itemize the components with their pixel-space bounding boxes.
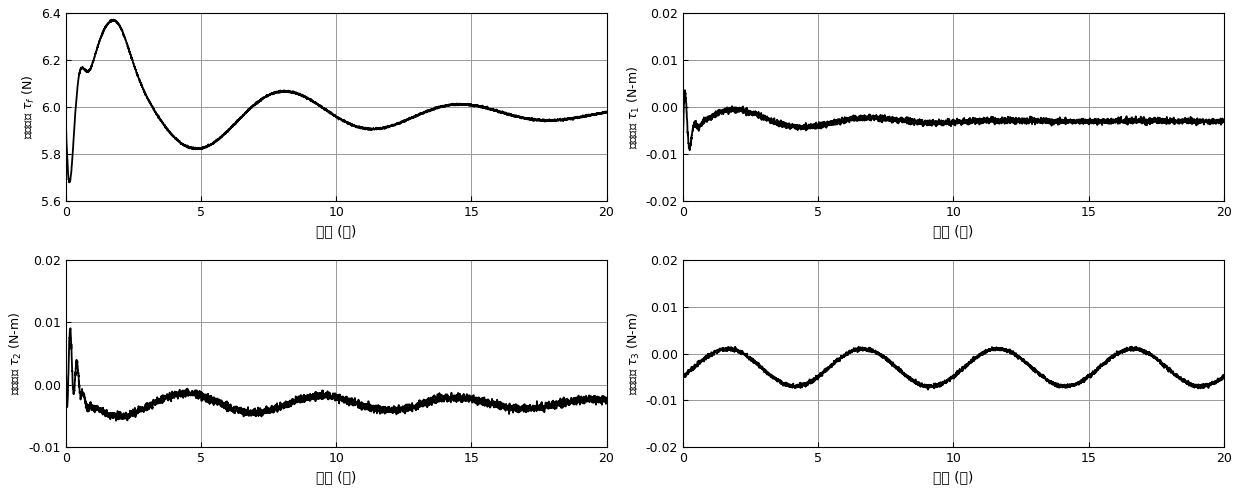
X-axis label: 时间 (秒): 时间 (秒): [316, 471, 356, 485]
X-axis label: 时间 (秒): 时间 (秒): [316, 224, 356, 238]
Y-axis label: 控制转矩 $\tau_1$ (N-m): 控制转矩 $\tau_1$ (N-m): [625, 66, 641, 149]
X-axis label: 时间 (秒): 时间 (秒): [934, 471, 973, 485]
Y-axis label: 控制转矩 $\tau_2$ (N-m): 控制转矩 $\tau_2$ (N-m): [9, 312, 25, 395]
Y-axis label: 控制升力 $\tau_f$ (N): 控制升力 $\tau_f$ (N): [21, 75, 37, 139]
Y-axis label: 控制转矩 $\tau_3$ (N-m): 控制转矩 $\tau_3$ (N-m): [625, 312, 641, 395]
X-axis label: 时间 (秒): 时间 (秒): [934, 224, 973, 238]
